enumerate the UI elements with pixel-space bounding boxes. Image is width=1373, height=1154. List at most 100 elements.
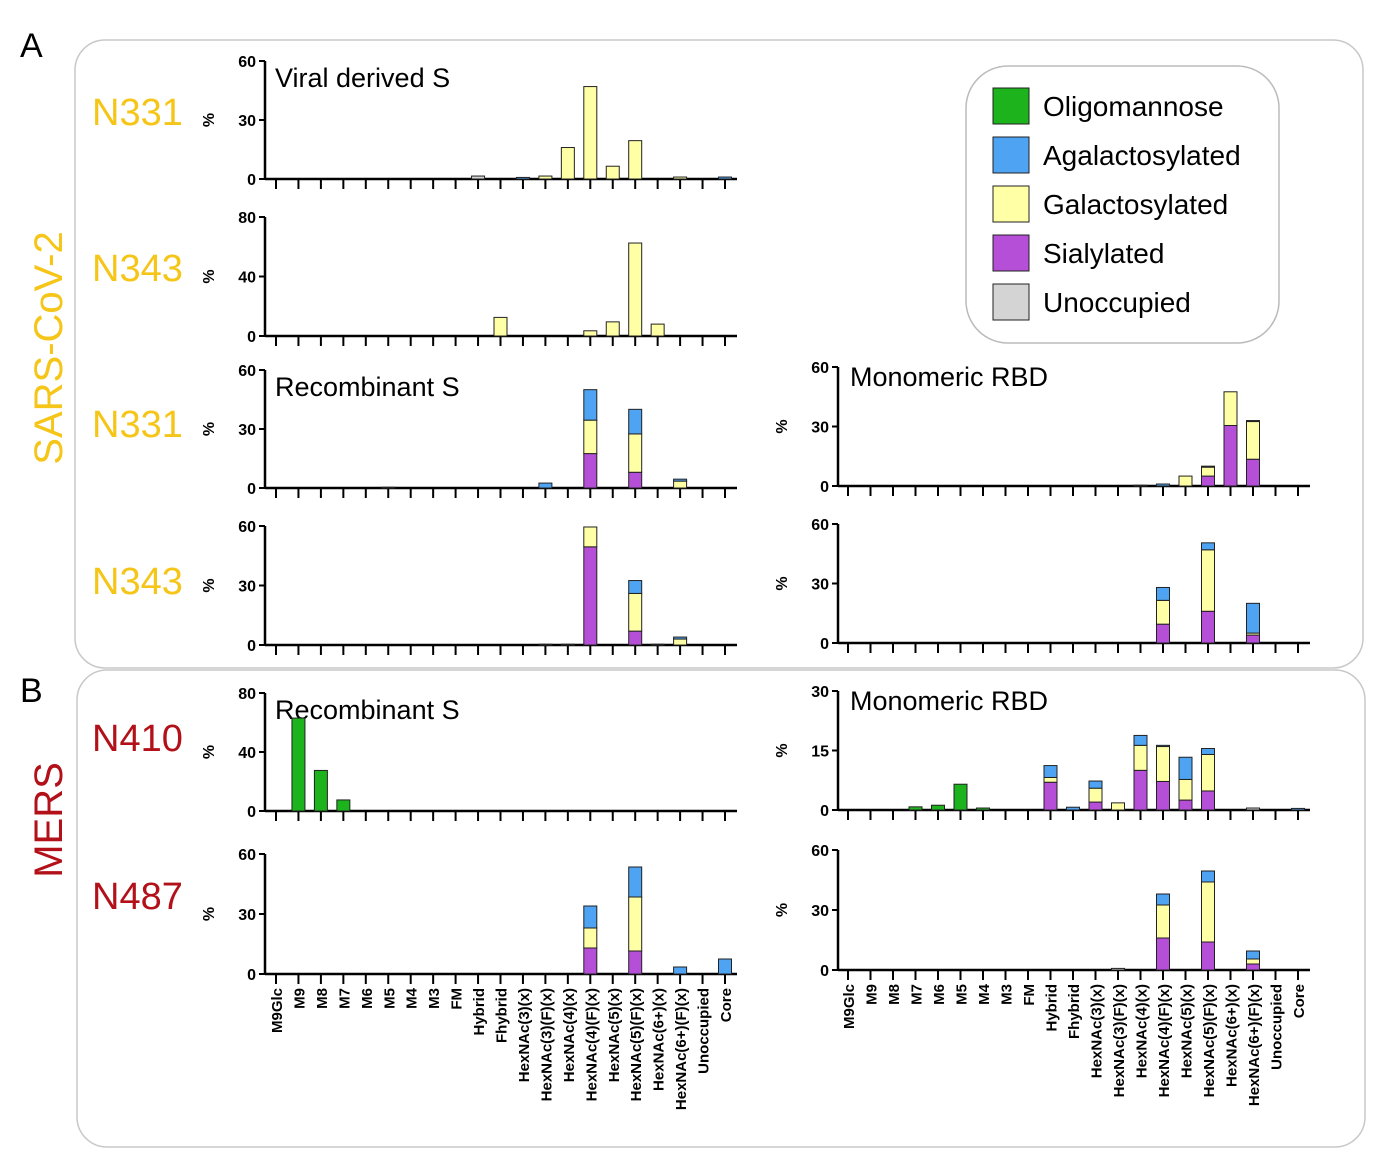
bar-agalactosylated — [1291, 807, 1305, 811]
y-axis-label: % — [201, 907, 218, 921]
x-tick-label: M4 — [404, 987, 421, 1008]
bar-agalactosylated — [718, 176, 732, 180]
chart-title: Recombinant S — [275, 372, 460, 402]
bar-sialylated — [1133, 769, 1148, 811]
bar-agalactosylated — [1246, 420, 1260, 423]
bar-galactosylated — [605, 321, 620, 337]
bar-agalactosylated — [628, 580, 643, 594]
legend: Oligomannose Agalactosylated Galactosylate… — [965, 65, 1280, 344]
bar-unoccupied — [650, 643, 665, 646]
bar-oligomannose — [976, 807, 990, 811]
chart-b-n410-s: 0 40 80% Recombinant S N410 — [92, 686, 737, 821]
bar-sialylated — [628, 630, 643, 646]
legend-swatch-oligomannose — [992, 87, 1030, 125]
x-tick-label: HexNAc(6+)(F)(x) — [673, 988, 690, 1110]
site-label: N331 — [92, 404, 183, 446]
bar-galactosylated — [1043, 776, 1058, 783]
x-tick-label: HexNAc(5)(x) — [1179, 984, 1196, 1078]
legend-swatch-agalactosylated — [992, 136, 1030, 174]
virus-label-sars: SARS-CoV-2 — [27, 231, 71, 464]
x-tick-label: Fhybrid — [494, 988, 511, 1043]
chart-b-n487-rbd: 0 30 60% M9Glc M9 M8 M7 M6 M5 M4 M3 FM Hybrid Fhybrid… — [774, 843, 1310, 1106]
y-tick-label: 0 — [247, 172, 256, 189]
site-label: N343 — [92, 561, 183, 603]
x-tick-label: M3 — [999, 984, 1016, 1005]
x-tick-label: M9Glc — [841, 984, 858, 1029]
bar-galactosylated — [673, 638, 688, 646]
bar-sialylated — [1246, 458, 1260, 487]
bar-sialylated — [583, 947, 598, 975]
bar-unoccupied — [471, 175, 486, 180]
bar-galactosylated — [1223, 391, 1238, 427]
y-tick-label: 0 — [820, 479, 829, 496]
bar-agalactosylated — [1088, 780, 1103, 789]
bar-unoccupied — [538, 643, 553, 646]
bar-galactosylated — [560, 147, 575, 180]
panel-b-letter: B — [20, 672, 43, 710]
bar-galactosylated — [628, 592, 643, 632]
bar-sialylated — [1246, 963, 1260, 971]
x-tick-label: M4 — [976, 983, 993, 1004]
bar-galactosylated — [538, 175, 553, 180]
x-tick-label: FM — [449, 988, 466, 1010]
bar-sialylated — [1201, 941, 1215, 971]
y-tick-label: 40 — [238, 270, 256, 287]
y-tick-label: 60 — [238, 519, 256, 536]
bar-unoccupied — [381, 486, 396, 489]
legend-label-oligomannose: Oligomannose — [1043, 91, 1224, 122]
x-tick-label: M3 — [426, 988, 443, 1009]
bar-sialylated — [1156, 937, 1170, 971]
y-axis-label: % — [201, 745, 218, 759]
bar-agalactosylated — [1156, 483, 1170, 487]
x-tick-label: HexNAc(6+)(x) — [1224, 984, 1241, 1087]
bar-galactosylated — [628, 242, 643, 337]
bar-agalactosylated — [718, 958, 732, 975]
bar-sialylated — [1156, 623, 1170, 644]
x-tick-label: HexNAc(5)(F)(x) — [628, 988, 645, 1101]
bar-galactosylated — [628, 433, 643, 473]
x-tick-label: Fhybrid — [1066, 984, 1083, 1039]
bar-galactosylated — [673, 480, 688, 489]
y-tick-label: 80 — [238, 686, 256, 703]
y-tick-label: 30 — [238, 113, 256, 130]
bar-agalactosylated — [1201, 748, 1215, 755]
chart-b-n487-s: 0 30 60% M9Glc M9 M8 M7 M6 M5 M4 M3 FM Hybrid Fhybrid… — [92, 847, 737, 1110]
bar-agalactosylated — [1201, 542, 1215, 551]
bar-galactosylated — [583, 927, 598, 949]
x-tick-label: M9 — [864, 984, 881, 1005]
bar-agalactosylated — [1156, 893, 1170, 906]
bar-unoccupied — [1246, 807, 1260, 811]
bar-oligomannose — [291, 717, 306, 812]
x-tick-label: HexNAc(4)(x) — [1134, 984, 1151, 1078]
chart-b-n410-rbd: 0 15 30% Monomeric RBD — [774, 684, 1310, 820]
y-axis-label: % — [201, 578, 218, 592]
bar-agalactosylated — [1043, 765, 1058, 778]
y-tick-label: 0 — [820, 636, 829, 653]
bar-agalactosylated — [1178, 756, 1193, 780]
x-tick-label: HexNAc(4)(F)(x) — [583, 988, 600, 1101]
bar-galactosylated — [1133, 744, 1148, 771]
x-tick-label: M9Glc — [269, 988, 286, 1033]
y-tick-label: 15 — [811, 744, 829, 761]
x-tick-label: Core — [718, 988, 735, 1022]
y-tick-label: 60 — [811, 517, 829, 534]
legend-swatch-galactosylated — [992, 185, 1030, 223]
x-tick-label: HexNAc(3)(F)(x) — [1111, 984, 1128, 1097]
bar-galactosylated — [1201, 753, 1215, 792]
panel-a-letter: A — [20, 27, 43, 65]
site-label: N343 — [92, 248, 183, 290]
x-tick-label: HexNAc(5)(x) — [606, 988, 623, 1082]
y-tick-label: 30 — [238, 579, 256, 596]
bar-galactosylated — [583, 526, 598, 548]
bar-agalactosylated — [628, 408, 643, 435]
bar-galactosylated — [493, 316, 508, 337]
bar-galactosylated — [1201, 881, 1215, 943]
x-tick-label: HexNAc(3)(F)(x) — [538, 988, 555, 1101]
x-tick-label: HexNAc(4)(x) — [561, 988, 578, 1082]
y-axis-label: % — [201, 422, 218, 436]
chart-a-n331-rbd: 0 30 60% Monomeric RBD — [774, 360, 1310, 496]
site-label: N331 — [92, 92, 183, 134]
y-axis-label: % — [774, 743, 791, 757]
chart-a-n331-s: 0 30 60% Recombinant S N331 — [92, 363, 737, 498]
y-axis-label: % — [201, 269, 218, 283]
